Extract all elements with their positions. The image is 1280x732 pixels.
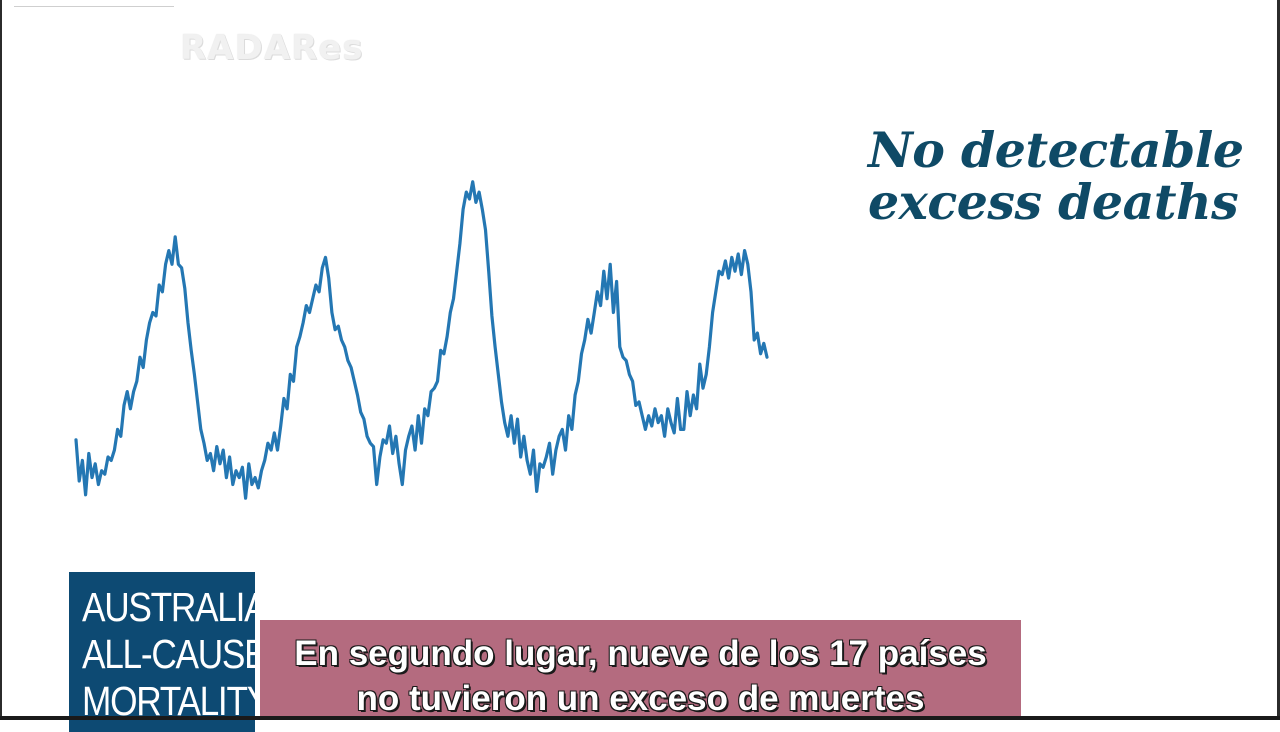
headline-line-1: No detectable: [868, 121, 1244, 179]
frame-right-edge: [1277, 0, 1280, 720]
subtitle-line-1: En segundo lugar, nueve de los 17 países: [294, 634, 987, 673]
chart-headline: No detectable excess deaths: [868, 124, 1268, 228]
channel-watermark: RADARes: [180, 28, 364, 68]
subtitle-caption: En segundo lugar, nueve de los 17 países…: [260, 620, 1021, 720]
badge-line-2: ALL-CAUSE: [82, 631, 268, 677]
bottom-edge-bar: [0, 716, 1280, 720]
headline-line-2: excess deaths: [868, 173, 1239, 231]
series-line-all-cause-mortality: [74, 180, 769, 500]
top-left-mark: [14, 0, 174, 7]
frame-left-edge: [0, 0, 2, 720]
chart-title-badge: AUSTRALIA ALL-CAUSE MORTALITY: [69, 572, 270, 732]
subtitle-line-2: no tuvieron un exceso de muertes: [356, 679, 925, 718]
badge-line-1: AUSTRALIA: [82, 584, 268, 630]
